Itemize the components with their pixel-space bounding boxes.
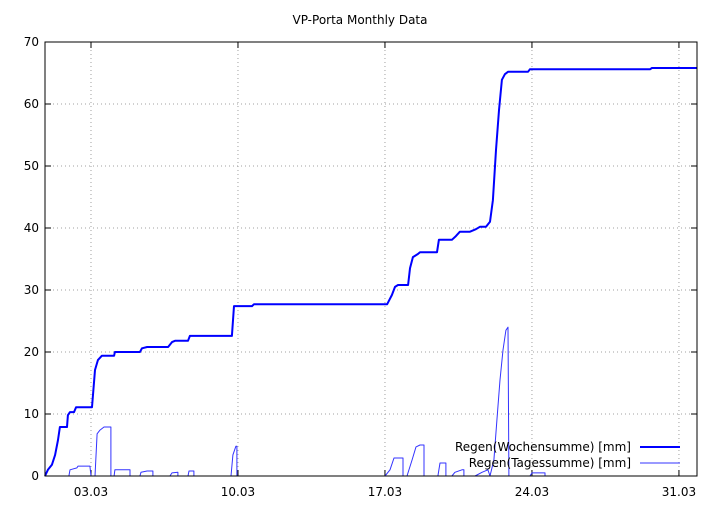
y-tick-label: 20	[24, 345, 39, 359]
series-layer	[44, 67, 697, 477]
legend-label-tagessumme: Regen(Tagessumme) [mm]	[469, 456, 631, 470]
x-axis: 03.03 10.03 17.03 24.03 31.03	[74, 42, 696, 499]
chart-title: VP-Porta Monthly Data	[293, 13, 428, 27]
y-tick-label: 30	[24, 283, 39, 297]
x-tick-label: 03.03	[74, 485, 108, 499]
x-tick-label: 31.03	[662, 485, 696, 499]
x-tick-label: 10.03	[221, 485, 255, 499]
series-line-wochensumme	[44, 67, 697, 477]
x-tick-label: 24.03	[515, 485, 549, 499]
y-tick-label: 70	[24, 35, 39, 49]
y-tick-label: 50	[24, 159, 39, 173]
x-tick-label: 17.03	[368, 485, 402, 499]
plot-frame	[44, 41, 698, 477]
y-tick-label: 10	[24, 407, 39, 421]
y-tick-label: 0	[31, 469, 39, 483]
legend-label-wochensumme: Regen(Wochensumme) [mm]	[455, 440, 631, 454]
legend: Regen(Wochensumme) [mm] Regen(Tagessumme…	[455, 440, 680, 470]
y-tick-label: 60	[24, 97, 39, 111]
y-axis: 0 10 20 30 40 50 60 70	[24, 35, 697, 483]
y-tick-label: 40	[24, 221, 39, 235]
grid	[45, 42, 697, 476]
